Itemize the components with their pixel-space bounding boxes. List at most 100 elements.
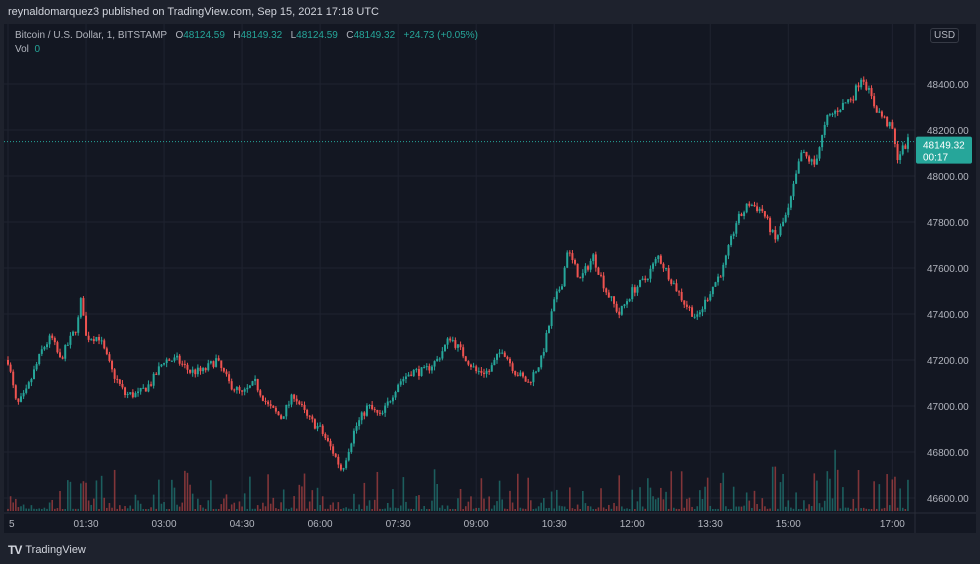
volume-bar bbox=[875, 508, 878, 511]
price-tick-label: 46600.00 bbox=[927, 494, 969, 505]
candle-body bbox=[100, 340, 103, 342]
volume-bar bbox=[836, 469, 839, 511]
volume-bar bbox=[498, 480, 501, 511]
candle-body bbox=[628, 299, 631, 302]
candle-body bbox=[264, 400, 267, 402]
volume-bar bbox=[496, 501, 498, 511]
volume-bar bbox=[368, 500, 371, 511]
volume-bar bbox=[563, 506, 566, 511]
candle-body bbox=[7, 360, 9, 365]
volume-bar bbox=[48, 502, 51, 511]
candle-body bbox=[298, 401, 301, 405]
candle-body bbox=[378, 412, 381, 414]
candle-body bbox=[545, 332, 548, 352]
volume-bar bbox=[238, 501, 241, 511]
candle-body bbox=[189, 369, 192, 373]
volume-bar bbox=[725, 506, 727, 511]
candle-body bbox=[462, 347, 465, 357]
candle-body bbox=[160, 364, 163, 367]
volume-bar bbox=[543, 498, 545, 511]
volume-bar bbox=[389, 507, 392, 511]
candlestick-chart[interactable]: 46600.00 46800.00 47000.00 47200.00 47400.00… bbox=[4, 24, 976, 533]
volume-bar bbox=[649, 487, 652, 511]
candle-body bbox=[436, 358, 439, 362]
candle-body bbox=[459, 344, 462, 348]
volume-bar bbox=[363, 482, 366, 511]
candle-body bbox=[116, 378, 119, 380]
volume-bar bbox=[514, 508, 516, 511]
volume-bar bbox=[165, 508, 168, 511]
volume-bar bbox=[628, 508, 631, 511]
candle-body bbox=[170, 360, 173, 362]
volume-bar bbox=[618, 475, 621, 511]
candle-body bbox=[225, 371, 228, 375]
volume-bar bbox=[548, 507, 550, 511]
candle-body bbox=[667, 268, 670, 280]
candle-body bbox=[633, 287, 636, 293]
candle-body bbox=[105, 348, 108, 355]
volume-bar bbox=[106, 507, 108, 511]
candle-body bbox=[813, 159, 816, 165]
candle-body bbox=[368, 404, 371, 406]
volume-bar bbox=[181, 502, 184, 511]
volume-bar bbox=[191, 493, 194, 511]
volume-bar bbox=[199, 504, 202, 511]
candle-body bbox=[680, 291, 683, 301]
volume-bar bbox=[171, 479, 173, 511]
volume-bar bbox=[155, 508, 158, 511]
time-tick-label: 09:00 bbox=[464, 519, 489, 530]
candle-body bbox=[295, 398, 298, 402]
volume-bar bbox=[451, 508, 454, 511]
candle-body bbox=[516, 374, 519, 376]
low-value: 48124.59 bbox=[296, 30, 338, 41]
candle-body bbox=[150, 384, 153, 386]
candle-body bbox=[873, 96, 876, 107]
price-tick-label: 47200.00 bbox=[927, 356, 969, 367]
volume-bar bbox=[756, 504, 758, 511]
candle-body bbox=[137, 391, 140, 394]
volume-bar bbox=[883, 507, 886, 511]
candle-body bbox=[508, 358, 511, 364]
candle-body bbox=[131, 392, 134, 398]
candle-body bbox=[488, 370, 491, 372]
volume-bar bbox=[470, 496, 472, 511]
volume-bar bbox=[311, 490, 314, 511]
candle-body bbox=[529, 381, 532, 383]
candle-body bbox=[672, 283, 675, 285]
volume-bar bbox=[220, 504, 223, 511]
candle-body bbox=[620, 305, 623, 315]
candle-body bbox=[761, 208, 764, 212]
candle-body bbox=[308, 415, 311, 417]
chart-pane[interactable]: 46600.00 46800.00 47000.00 47200.00 47400.00… bbox=[4, 24, 976, 533]
candle-body bbox=[867, 88, 870, 90]
volume-bar bbox=[823, 500, 826, 511]
candle-body bbox=[467, 361, 470, 365]
volume-bar bbox=[327, 508, 329, 511]
volume-bar bbox=[459, 488, 462, 511]
currency-button[interactable]: USD bbox=[930, 28, 960, 43]
volume-bar bbox=[30, 505, 33, 511]
volume-bar bbox=[647, 478, 649, 511]
candle-body bbox=[428, 366, 431, 371]
candle-body bbox=[641, 278, 644, 280]
candle-body bbox=[90, 339, 93, 341]
volume-bar bbox=[61, 508, 64, 511]
volume-bar bbox=[194, 508, 197, 511]
candle-body bbox=[92, 339, 95, 342]
volume-bar bbox=[613, 502, 615, 511]
candle-body bbox=[904, 145, 907, 149]
candle-body bbox=[709, 294, 712, 301]
volume-bar bbox=[693, 509, 696, 511]
candle-body bbox=[124, 387, 127, 395]
candle-body bbox=[592, 254, 595, 261]
volume-bar bbox=[116, 508, 119, 511]
volume-bar bbox=[519, 507, 522, 511]
candle-body bbox=[706, 299, 709, 301]
volume-bar bbox=[896, 507, 899, 511]
volume-bar bbox=[12, 502, 15, 511]
volume-bar bbox=[855, 508, 857, 511]
candle-body bbox=[745, 203, 748, 213]
candle-body bbox=[659, 255, 662, 264]
volume-bar bbox=[561, 506, 563, 511]
volume-bar bbox=[438, 507, 441, 511]
